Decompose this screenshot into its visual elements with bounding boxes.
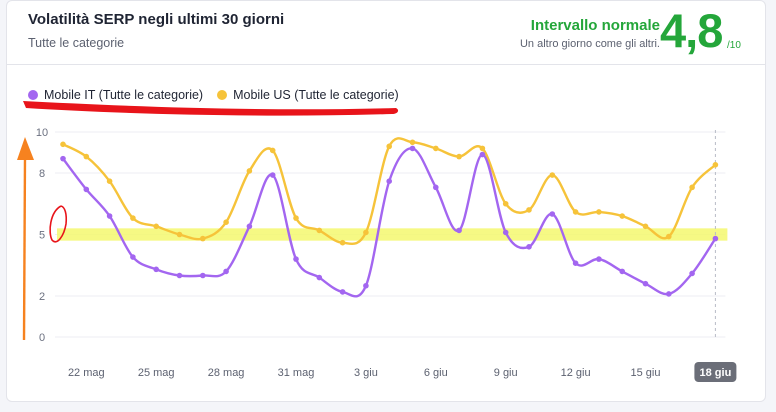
data-point-mobile-it [83,186,90,193]
status-description: Un altro giorno come gli altri. [519,38,660,50]
data-point-mobile-it [60,155,66,162]
data-point-mobile-it [596,256,602,262]
data-point-mobile-it [479,151,486,158]
data-point-mobile-us [502,200,509,207]
data-point-mobile-it [200,272,206,279]
header-divider [6,64,766,65]
data-point-mobile-us [339,239,346,246]
data-point-mobile-it [293,256,299,262]
data-point-mobile-it [689,270,695,277]
data-point-mobile-it [409,145,416,152]
data-point-mobile-us [269,147,276,154]
data-point-mobile-us [456,153,462,160]
data-point-mobile-us [596,209,602,215]
series-line-mobile-us [62,137,717,246]
data-point-mobile-it [223,268,229,275]
legend-item-mobile-it[interactable]: Mobile IT (Tutte le categorie) [28,88,203,102]
legend-dot-mobile-us [217,90,228,100]
legend-item-mobile-us[interactable]: Mobile US (Tutte le categorie) [217,88,399,102]
x-tick-label: 25 mag [138,367,175,379]
data-point-mobile-us [479,145,486,152]
data-point-mobile-us [200,235,206,242]
data-point-mobile-us [293,215,299,221]
x-tick-label: 22 mag [68,367,105,379]
data-point-mobile-us [572,209,579,215]
data-point-mobile-us [666,233,672,240]
data-point-mobile-it [642,280,649,287]
red-circle-annotation [49,205,68,243]
status-label: Intervallo normale [530,17,660,34]
x-tick-label: 28 mag [208,367,245,379]
data-point-mobile-us [526,207,532,213]
data-point-mobile-it [572,260,579,267]
data-point-mobile-us [689,184,695,191]
data-point-mobile-us [549,172,556,178]
chart-legend: Mobile IT (Tutte le categorie) Mobile US… [28,86,413,104]
data-point-mobile-it [176,272,183,279]
legend-dot-mobile-it [28,90,38,100]
data-point-mobile-it [246,223,253,230]
data-point-mobile-it [339,289,346,295]
data-point-mobile-it [106,213,113,219]
card-subtitle: Tutte le categorie [28,36,125,50]
x-tick-label: 3 giu [354,367,378,379]
data-point-mobile-us [223,219,229,225]
red-underline-annotation [23,101,399,116]
data-point-mobile-us [246,168,253,174]
volatility-score: 4,8 [660,4,723,57]
x-tick-label-selected: 18 giu [700,367,732,379]
data-point-mobile-it [666,291,672,297]
data-point-mobile-us [386,143,393,150]
data-point-mobile-us [60,141,66,148]
data-point-mobile-it [363,282,369,289]
data-point-mobile-us [409,139,416,146]
normal-range-band [57,228,728,241]
y-tick-label: 2 [39,291,45,303]
data-point-mobile-it [619,268,625,275]
volatility-card [6,0,766,402]
data-point-mobile-us [316,227,323,234]
data-point-mobile-it [153,266,159,273]
data-point-mobile-us [176,231,183,238]
data-point-mobile-us [619,213,625,219]
y-tick-label: 10 [36,127,48,139]
data-point-mobile-it [456,227,462,234]
data-point-mobile-it [549,211,556,217]
y-tick-label: 0 [39,332,45,344]
data-point-mobile-us [153,223,159,230]
x-tick-label: 15 giu [631,367,661,379]
x-tick-label: 31 mag [278,367,315,379]
data-point-mobile-it [502,229,509,236]
card-title: Volatilità SERP negli ultimi 30 giorni [28,11,285,28]
y-tick-label: 5 [39,230,45,242]
data-point-mobile-us [106,178,113,184]
legend-label-mobile-us: Mobile US (Tutte le categorie) [233,88,399,102]
orange-arrow-shaft [22,155,27,341]
data-point-mobile-it [386,178,393,184]
data-point-mobile-it [712,235,719,242]
y-tick-label: 8 [39,168,45,180]
orange-arrow-head [17,137,34,160]
data-point-mobile-it [433,184,439,191]
data-point-mobile-us [712,162,719,168]
data-point-mobile-us [642,223,649,230]
x-tick-label: 12 giu [561,367,591,379]
score-denominator: /10 [727,40,741,51]
x-tick-label: 6 giu [424,367,448,379]
series-line-mobile-it [62,147,717,298]
data-point-mobile-us [363,229,369,236]
data-point-mobile-it [269,172,276,178]
x-tick-label: 9 giu [494,367,518,379]
data-point-mobile-us [433,145,439,152]
selected-date-badge [694,362,737,382]
legend-label-mobile-it: Mobile IT (Tutte le categorie) [44,88,204,102]
data-point-mobile-it [526,244,532,250]
data-point-mobile-it [316,274,323,281]
data-point-mobile-us [130,215,136,221]
data-point-mobile-us [83,153,90,160]
data-point-mobile-it [130,254,136,260]
